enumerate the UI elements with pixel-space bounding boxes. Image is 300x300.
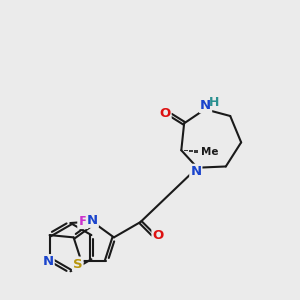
Text: N: N xyxy=(190,165,201,178)
Text: N: N xyxy=(43,255,54,268)
Text: Me: Me xyxy=(201,147,219,157)
Text: O: O xyxy=(159,107,171,120)
Text: F: F xyxy=(78,215,87,228)
Text: N: N xyxy=(87,214,98,227)
Text: O: O xyxy=(152,230,164,242)
Text: S: S xyxy=(73,257,82,271)
Text: H: H xyxy=(209,96,220,109)
Text: N: N xyxy=(200,99,211,112)
